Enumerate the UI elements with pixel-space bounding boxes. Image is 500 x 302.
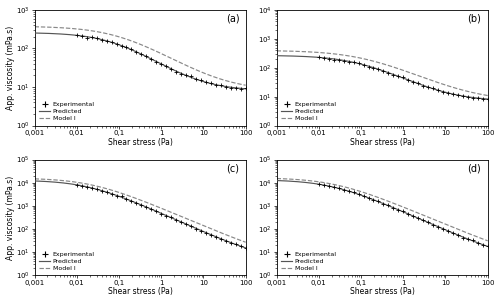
Text: (c): (c) bbox=[226, 163, 239, 173]
Legend: Experimental, Predicted, Model I: Experimental, Predicted, Model I bbox=[280, 250, 338, 272]
Y-axis label: App. viscosity (mPa.s): App. viscosity (mPa.s) bbox=[6, 26, 15, 110]
X-axis label: Shear stress (Pa): Shear stress (Pa) bbox=[350, 138, 414, 147]
Text: (b): (b) bbox=[468, 13, 481, 24]
Y-axis label: App. viscosity (mPa.s): App. viscosity (mPa.s) bbox=[6, 175, 15, 259]
X-axis label: Shear stress (Pa): Shear stress (Pa) bbox=[108, 288, 172, 297]
X-axis label: Shear stress (Pa): Shear stress (Pa) bbox=[350, 288, 414, 297]
Legend: Experimental, Predicted, Model I: Experimental, Predicted, Model I bbox=[38, 101, 96, 122]
Text: (d): (d) bbox=[468, 163, 481, 173]
Legend: Experimental, Predicted, Model I: Experimental, Predicted, Model I bbox=[38, 250, 96, 272]
X-axis label: Shear stress (Pa): Shear stress (Pa) bbox=[108, 138, 172, 147]
Legend: Experimental, Predicted, Model I: Experimental, Predicted, Model I bbox=[280, 101, 338, 122]
Text: (a): (a) bbox=[226, 13, 239, 24]
